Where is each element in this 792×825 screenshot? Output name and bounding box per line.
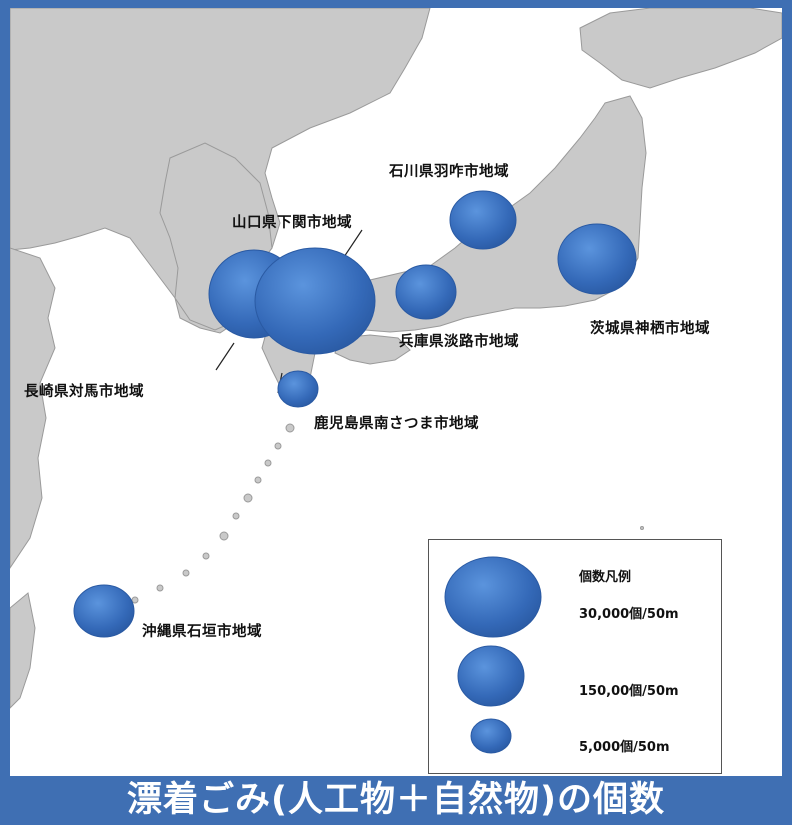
china-coast [10,247,56,569]
map-frame: 石川県羽咋市地域 山口県下関市地域 茨城県神栖市地域 兵庫県淡路市地域 長崎県対… [10,8,782,776]
label-ibaraki: 茨城県神栖市地域 [590,321,710,337]
label-minamisatsuma: 鹿児島県南さつま市地域 [314,416,479,432]
bubble-ibaraki [557,223,637,295]
bubble-shimonoseki [254,247,376,355]
map-canvas [10,8,782,709]
legend-box: 個数凡例 30,000個/50m 150,00個/50m 5,000個/50m [428,539,722,774]
label-tsushima: 長崎県対馬市地域 [24,384,144,400]
ryukyu-islands [131,423,644,604]
legend-symbols [444,556,542,754]
legend-bubble-medium [457,645,525,707]
bubble-minamisatsuma [277,370,319,408]
bubble-awaji [395,264,457,320]
shikoku-island [334,334,411,365]
page-title: 漂着ごみ(人工物＋自然物)の個数 [127,780,665,820]
bubble-ishigaki [73,584,135,638]
label-awaji: 兵庫県淡路市地域 [399,334,519,350]
hokkaido-island [579,8,782,89]
legend-label-medium: 150,00個/50m [579,684,679,699]
taiwan-island [10,592,36,709]
legend-title: 個数凡例 [579,570,632,585]
bubble-ishikawa [449,190,517,250]
legend-label-small: 5,000個/50m [579,740,670,755]
legend-bubble-large [444,556,542,638]
tsushima-pointer [215,342,235,371]
label-ishigaki: 沖縄県石垣市地域 [142,624,262,640]
label-shimonoseki: 山口県下関市地域 [232,215,352,231]
legend-label-large: 30,000個/50m [579,607,679,622]
label-ishikawa: 石川県羽咋市地域 [389,164,509,180]
legend-bubble-small [470,718,512,754]
